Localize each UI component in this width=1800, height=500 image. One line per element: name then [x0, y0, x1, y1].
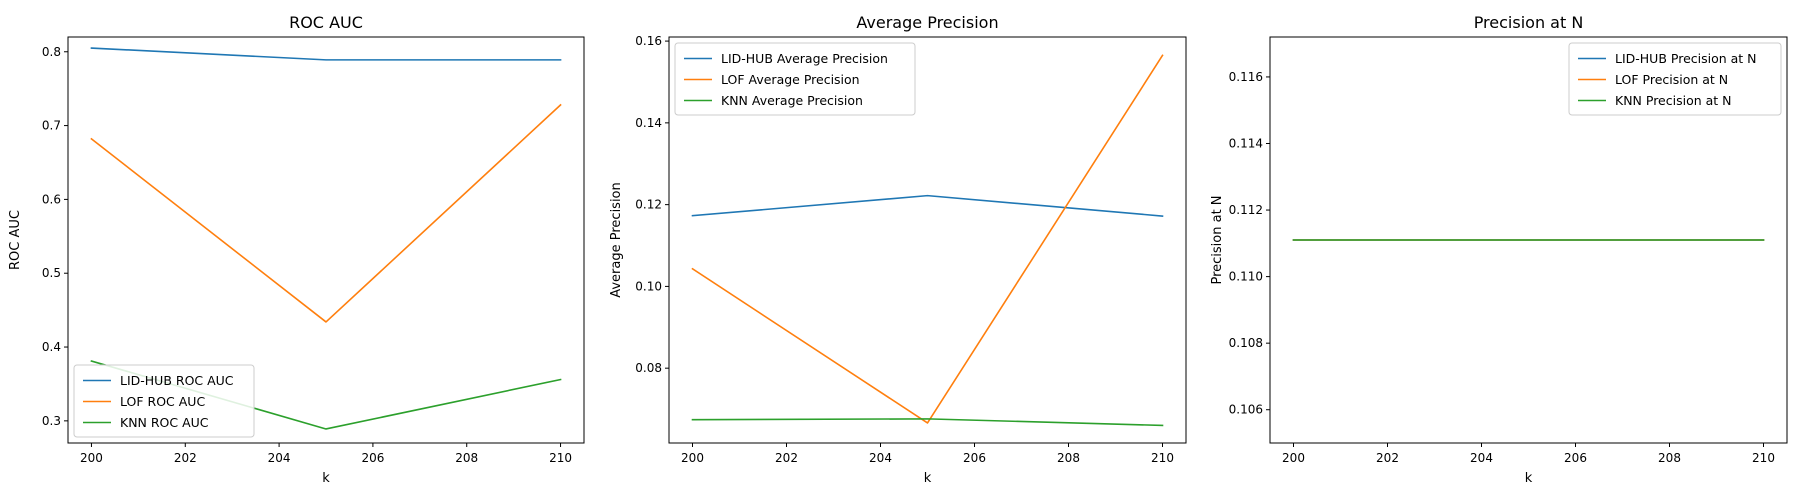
legend-label: LID-HUB ROC AUC [120, 373, 234, 388]
chart-panel-3: 200 202 204 206 208 210 0.106 0.108 0.110 0.112 0.… [1210, 13, 1788, 486]
legend-label: LOF ROC AUC [120, 394, 205, 409]
y-tick-label: 0.8 [42, 45, 61, 59]
y-tick-label: 0.106 [1229, 403, 1263, 417]
legend-label: LOF Precision at N [1615, 72, 1728, 87]
x-tick-label: 210 [1752, 451, 1775, 465]
legend: LID-HUB ROC AUC LOF ROC AUC KNN ROC AUC [73, 364, 255, 438]
legend-label: LOF Average Precision [721, 72, 860, 87]
legend-box [1568, 42, 1782, 116]
y-tick-label: 0.16 [635, 34, 662, 48]
y-tick-label: 0.08 [635, 361, 662, 375]
y-tick-label: 0.3 [42, 414, 61, 428]
series-line-1 [691, 194, 1164, 217]
y-tick-label: 0.10 [635, 279, 662, 293]
y-tick-label: 0.114 [1229, 136, 1263, 150]
y-tick-label: 0.110 [1229, 270, 1263, 284]
x-tick-label: 208 [1057, 451, 1080, 465]
legend-label: KNN Precision at N [1615, 93, 1732, 108]
plot-frame [1269, 36, 1788, 444]
plot-frame [668, 36, 1187, 444]
x-tick-label: 206 [1564, 451, 1587, 465]
legend-label: KNN Average Precision [721, 93, 863, 108]
y-tick-label: 0.7 [42, 119, 61, 133]
legend-label: KNN ROC AUC [120, 415, 209, 430]
legend-box [73, 364, 255, 438]
chart-title: Average Precision [856, 13, 998, 32]
x-axis-label: k [1525, 471, 1533, 486]
y-tick-label: 0.116 [1229, 70, 1263, 84]
y-axis-label: ROC AUC [8, 210, 23, 270]
x-tick-label: 208 [455, 451, 478, 465]
legend: LID-HUB Precision at N LOF Precision at N… [1568, 42, 1782, 116]
y-tick-label: 0.4 [42, 340, 61, 354]
legend-label: LID-HUB Average Precision [721, 51, 888, 66]
legend: LID-HUB Average Precision LOF Average Pre… [674, 42, 916, 116]
x-tick-label: 202 [174, 451, 197, 465]
x-tick-label: 200 [681, 451, 704, 465]
chart-title: ROC AUC [289, 13, 363, 32]
y-tick-label: 0.112 [1229, 203, 1263, 217]
x-tick-label: 202 [1376, 451, 1399, 465]
y-tick-label: 0.6 [42, 192, 61, 206]
y-tick-label: 0.5 [42, 266, 61, 280]
x-tick-label: 200 [1282, 451, 1305, 465]
series-line-1 [90, 47, 562, 61]
x-tick-label: 204 [268, 451, 291, 465]
chart-panel-2: 200 202 204 206 208 210 0.08 0.10 0.12 0.14 0.16 Av… [609, 13, 1187, 486]
x-tick-label: 210 [549, 451, 572, 465]
series-line-3 [691, 418, 1164, 427]
series-line-2 [90, 103, 562, 323]
legend-label: LID-HUB Precision at N [1615, 51, 1757, 66]
x-tick-label: 204 [1470, 451, 1493, 465]
x-tick-label: 202 [775, 451, 798, 465]
x-axis-label: k [924, 471, 932, 486]
y-tick-label: 0.12 [635, 198, 662, 212]
plot-frame [67, 36, 585, 444]
y-axis-label: Precision at N [1210, 195, 1225, 284]
x-tick-label: 200 [80, 451, 103, 465]
legend-box [674, 42, 916, 116]
y-axis-label: Average Precision [609, 182, 624, 298]
x-tick-label: 204 [869, 451, 892, 465]
x-tick-label: 206 [361, 451, 384, 465]
series-line-2 [691, 54, 1164, 424]
y-tick-label: 0.108 [1229, 336, 1263, 350]
chart-panel-1: 200 202 204 206 208 210 0.3 0.4 0.5 0.6 0.7 0.8 ROC … [8, 13, 585, 486]
x-tick-label: 210 [1151, 451, 1174, 465]
x-axis-label: k [322, 471, 330, 486]
x-tick-label: 206 [963, 451, 986, 465]
x-tick-label: 208 [1658, 451, 1681, 465]
y-tick-label: 0.14 [635, 116, 662, 130]
chart-title: Precision at N [1474, 13, 1584, 32]
